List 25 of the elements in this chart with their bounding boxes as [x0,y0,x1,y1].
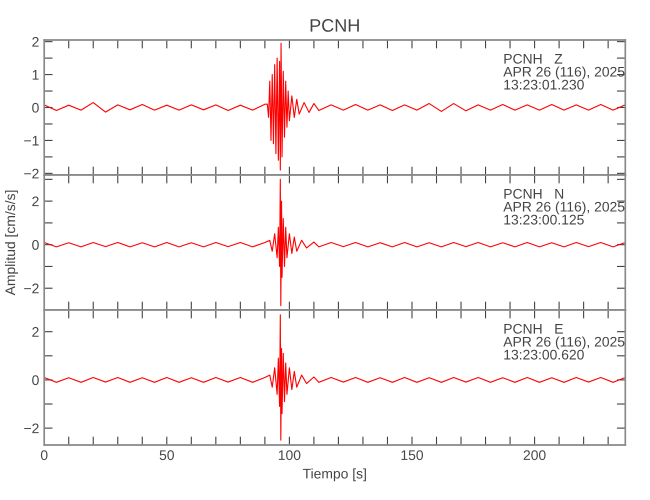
y-tick-label: 0 [32,240,39,250]
y-tick-label: 0 [32,375,39,386]
x-tick-label: 150 [401,450,424,460]
line-series [44,42,626,171]
x-tick-label: 200 [524,450,546,460]
line-series [44,178,626,306]
y-tick-label: 1 [32,70,39,80]
x-tick-label: 100 [278,450,300,460]
annotation: PCNH E APR 26 (116), 2025 13:23:00.620 [503,324,624,360]
y-tick-label: 2 [32,327,39,337]
y-axis-title: Amplitud [cm/s/s] [5,190,18,296]
annotation: PCNH Z APR 26 (116), 2025 13:23:01.230 [503,54,624,90]
line-series [44,314,626,441]
x-tick-label: 0 [40,450,48,460]
y-tick-label: −1 [24,136,39,146]
y-tick-label: 2 [32,36,39,47]
y-tick-label: −2 [24,168,39,178]
annotation: PCNH N APR 26 (116), 2025 13:23:00.125 [503,188,624,225]
x-tick-label: 50 [160,450,174,460]
chart-title: PCNH [310,19,359,32]
y-tick-label: 2 [32,196,39,206]
y-tick-label: 0 [32,102,39,113]
y-tick-label: −2 [24,284,39,294]
y-tick-label: −2 [24,423,39,434]
x-axis-title: Tiempo [s] [302,468,366,482]
